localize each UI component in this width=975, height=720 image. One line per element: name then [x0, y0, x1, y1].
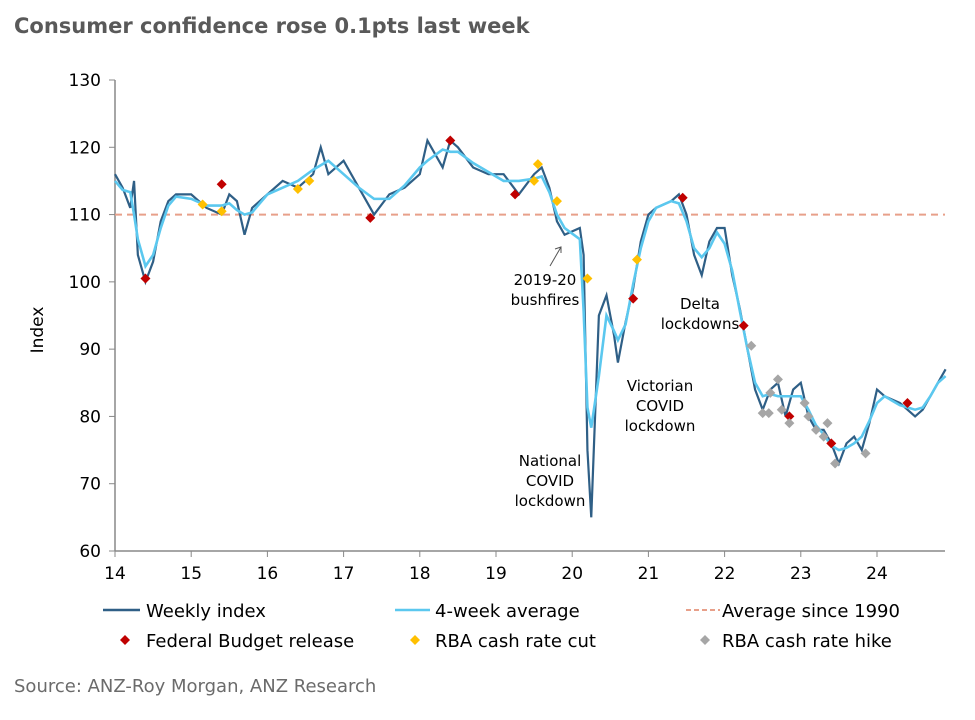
rate-hike-marker: [830, 458, 841, 469]
rate-cut-marker: [529, 175, 540, 186]
source-note: Source: ANZ-Roy Morgan, ANZ Research: [14, 676, 377, 697]
rate-hike-marker: [772, 374, 783, 385]
budget-marker: [784, 411, 795, 422]
x-tick-label: 18: [409, 564, 431, 584]
legend-avg-label: 4-week average: [435, 601, 580, 622]
rate-hike-marker: [746, 340, 757, 351]
chart-title: Consumer confidence rose 0.1pts last wee…: [14, 14, 530, 38]
legend-hike-label: RBA cash rate hike: [722, 631, 892, 652]
rate-hike-marker: [818, 431, 829, 442]
rate-hike-marker: [763, 408, 774, 419]
y-tick-label: 60: [79, 542, 101, 562]
annotation-arrow: [549, 246, 562, 267]
annotation-delta-lockdowns: Delta: [680, 295, 720, 313]
budget-marker: [445, 135, 456, 146]
budget-marker: [365, 212, 376, 223]
x-tick-label: 15: [180, 564, 202, 584]
legend-cut-swatch: [410, 635, 420, 645]
rate-hike-marker: [822, 418, 833, 429]
rate-hike-marker: [799, 397, 810, 408]
rate-hike-marker: [757, 408, 768, 419]
legend-hike-swatch: [700, 635, 710, 645]
annotation-national-lockdown: lockdown: [515, 492, 586, 510]
annotation-bushfires: bushfires: [511, 291, 580, 309]
budget-marker: [510, 189, 521, 200]
rate-cut-marker: [582, 273, 593, 284]
rate-cut-marker: [216, 206, 227, 217]
y-tick-label: 130: [69, 71, 101, 91]
annotation-delta-lockdowns: lockdowns: [661, 315, 740, 333]
x-tick-label: 16: [257, 564, 279, 584]
annotation-national-lockdown: National: [519, 452, 582, 470]
y-tick-label: 120: [69, 138, 101, 158]
y-tick-label: 90: [79, 340, 101, 360]
rate-hike-marker: [765, 387, 776, 398]
budget-marker: [628, 293, 639, 304]
annotation-bushfires: 2019-20: [514, 271, 577, 289]
rate-cut-marker: [304, 175, 315, 186]
arrow-head-icon: [554, 246, 562, 253]
rate-cut-marker: [551, 196, 562, 207]
annotation-victorian-lockdown: Victorian: [627, 377, 693, 395]
rate-cut-marker: [292, 184, 303, 195]
annotation-victorian-lockdown: lockdown: [625, 417, 696, 435]
x-tick-label: 22: [714, 564, 736, 584]
y-tick-label: 70: [79, 475, 101, 495]
legend-budget-label: Federal Budget release: [146, 631, 354, 652]
rate-hike-marker: [811, 424, 822, 435]
rate-cut-marker: [631, 254, 642, 265]
rate-cut-marker: [197, 199, 208, 210]
legend-cut-label: RBA cash rate cut: [435, 631, 596, 652]
x-tick-label: 21: [638, 564, 660, 584]
budget-marker: [738, 320, 749, 331]
rate-hike-marker: [784, 418, 795, 429]
annotation-victorian-lockdown: COVID: [636, 397, 684, 415]
y-tick-label: 110: [69, 206, 101, 226]
x-tick-label: 17: [333, 564, 355, 584]
y-tick-label: 80: [79, 407, 101, 427]
budget-marker: [902, 397, 913, 408]
y-axis-label: Index: [28, 307, 48, 354]
budget-marker: [677, 192, 688, 203]
x-tick-label: 24: [866, 564, 888, 584]
rate-hike-marker: [803, 411, 814, 422]
budget-marker: [216, 179, 227, 190]
annotation-national-lockdown: COVID: [526, 472, 574, 490]
legend-budget-swatch: [120, 635, 130, 645]
rate-hike-marker: [776, 404, 787, 415]
legend-average-label: Average since 1990: [722, 601, 900, 622]
legend-weekly-label: Weekly index: [146, 601, 266, 622]
x-tick-label: 20: [561, 564, 583, 584]
y-tick-label: 100: [69, 273, 101, 293]
x-tick-label: 23: [790, 564, 812, 584]
rate-cut-marker: [532, 159, 543, 170]
x-tick-label: 14: [104, 564, 126, 584]
rate-hike-marker: [860, 448, 871, 459]
budget-marker: [140, 273, 151, 284]
budget-marker: [826, 438, 837, 449]
x-tick-label: 19: [485, 564, 507, 584]
